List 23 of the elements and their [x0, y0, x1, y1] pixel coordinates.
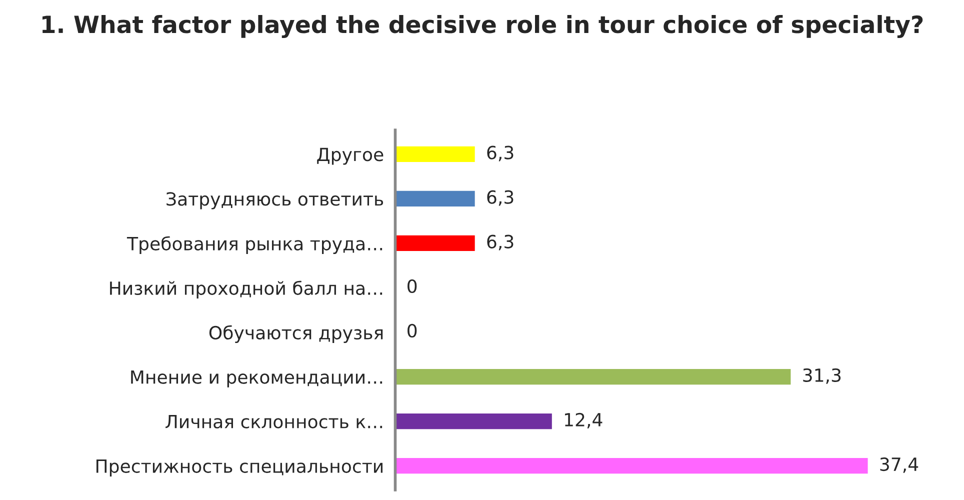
bar [395, 190, 475, 206]
y-tick-label: Требования рынка труда… [126, 236, 382, 254]
y-tick-label: Престижность специальности [96, 460, 382, 476]
bar [395, 458, 868, 474]
data-label: 0 [408, 279, 417, 293]
chart-title: 1. What factor played the decisive role in tour choice of specialty? [42, 15, 923, 38]
data-label: 31,3 [803, 368, 841, 384]
data-label: 6,3 [487, 146, 514, 162]
bar [395, 369, 791, 385]
y-tick-label: Обучаются друзья [209, 325, 383, 344]
data-label: 6,3 [487, 190, 514, 206]
y-tick-label: Низкий проходной балл на… [110, 280, 382, 299]
data-label: 0 [408, 324, 417, 338]
bar [395, 146, 475, 162]
bar [395, 235, 475, 251]
y-tick-label: Мнение и рекомендации… [131, 370, 382, 388]
data-label: 6,3 [487, 234, 514, 250]
data-label: 12,4 [565, 412, 602, 428]
data-label: 37,4 [880, 457, 918, 473]
bar [395, 414, 552, 430]
y-tick-label: Личная склонность к… [166, 415, 382, 428]
y-tick-label: Другое [317, 148, 384, 165]
y-tick-label: Затрудняюсь ответить [166, 192, 384, 210]
